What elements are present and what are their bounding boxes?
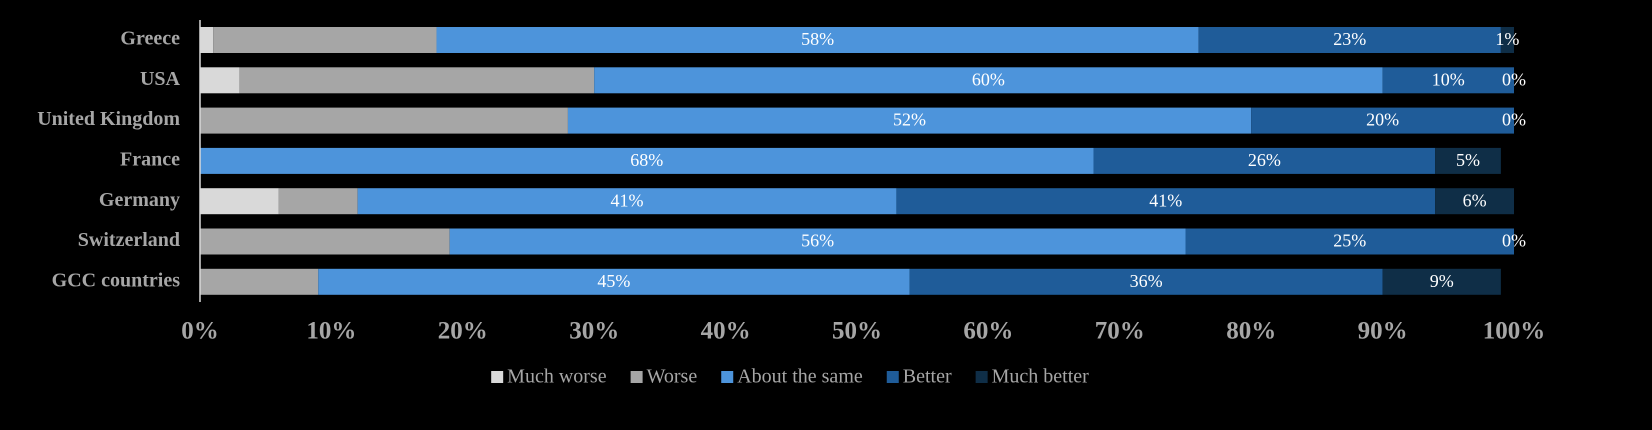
- bar-segment: [1435, 188, 1514, 215]
- legend-label: Better: [903, 366, 952, 388]
- data-label: 10%: [1432, 69, 1465, 89]
- bar-segment: [200, 67, 240, 94]
- x-tick-label: 80%: [1226, 318, 1276, 345]
- bar-segment: [449, 228, 1186, 255]
- data-label: 9%: [1430, 271, 1454, 291]
- bar-segment: [1382, 268, 1501, 295]
- bar-segment: [1198, 27, 1501, 53]
- data-label: 45%: [597, 271, 630, 291]
- data-label: 41%: [1149, 190, 1182, 210]
- data-label: 20%: [1366, 110, 1399, 130]
- bar-segment: [200, 27, 214, 53]
- x-tick-label: 40%: [701, 318, 751, 345]
- bar-segment: [1185, 228, 1514, 255]
- data-label: 23%: [1333, 29, 1366, 49]
- legend-swatch: [721, 371, 734, 383]
- data-label: 0%: [1502, 69, 1526, 89]
- x-tick-label: 10%: [306, 318, 356, 345]
- bar-segment: [200, 268, 319, 295]
- legend-swatch: [975, 371, 988, 383]
- y-tick-label: Germany: [99, 189, 180, 211]
- data-label: 56%: [801, 231, 834, 251]
- legend-swatch: [491, 371, 504, 383]
- legend-swatch: [886, 371, 899, 383]
- data-label: 58%: [801, 29, 834, 49]
- x-tick-label: 90%: [1358, 318, 1408, 345]
- bar-segment: [1435, 147, 1501, 174]
- data-label: 6%: [1463, 190, 1487, 210]
- x-tick-label: 30%: [569, 318, 619, 345]
- y-tick-label: Greece: [120, 28, 180, 50]
- bar-segment: [213, 27, 437, 53]
- data-label: 68%: [630, 150, 663, 170]
- bar-segment: [318, 268, 910, 295]
- x-tick-label: 70%: [1095, 318, 1145, 345]
- bar-segment: [896, 188, 1436, 215]
- y-tick-label: France: [120, 148, 180, 170]
- bar-segment: [200, 188, 279, 215]
- legend-label: Worse: [647, 366, 698, 388]
- legend-label: Much better: [992, 366, 1090, 388]
- bar-segment: [1382, 67, 1514, 94]
- legend-label: Much worse: [507, 366, 607, 388]
- data-label: 41%: [611, 190, 644, 210]
- data-label: 5%: [1456, 150, 1480, 170]
- y-tick-label: GCC countries: [52, 269, 181, 291]
- bar-segment: [278, 188, 358, 215]
- x-tick-label: 20%: [438, 318, 488, 345]
- bar-segment: [200, 147, 1094, 174]
- data-label: 1%: [1495, 29, 1519, 49]
- legend-swatch: [630, 371, 643, 383]
- data-label: 52%: [893, 110, 926, 130]
- x-tick-label: 60%: [963, 318, 1013, 345]
- legend-label: About the same: [737, 366, 863, 388]
- y-tick-label: United Kingdom: [37, 108, 180, 130]
- data-label: 60%: [972, 69, 1005, 89]
- bar-segment: [239, 67, 595, 94]
- bar-segment: [200, 228, 450, 255]
- bar-segment: [1093, 147, 1436, 174]
- bar-segment: [200, 107, 568, 134]
- data-label: 26%: [1248, 150, 1281, 170]
- bar-segment: [1251, 107, 1514, 134]
- y-tick-label: Switzerland: [78, 229, 180, 251]
- x-tick-label: 50%: [832, 318, 882, 345]
- data-label: 36%: [1130, 271, 1163, 291]
- data-label: 0%: [1502, 231, 1526, 251]
- x-tick-label: 100%: [1483, 318, 1546, 345]
- bar-segment: [909, 268, 1383, 295]
- bar-segment: [436, 27, 1199, 53]
- data-label: 0%: [1502, 110, 1526, 130]
- bar-segment: [357, 188, 897, 215]
- bar-segment: [567, 107, 1252, 134]
- bar-segment: [1500, 27, 1514, 53]
- bar-segment: [594, 67, 1383, 94]
- x-tick-label: 0%: [181, 318, 219, 345]
- y-tick-label: USA: [140, 68, 181, 90]
- data-label: 25%: [1333, 231, 1366, 251]
